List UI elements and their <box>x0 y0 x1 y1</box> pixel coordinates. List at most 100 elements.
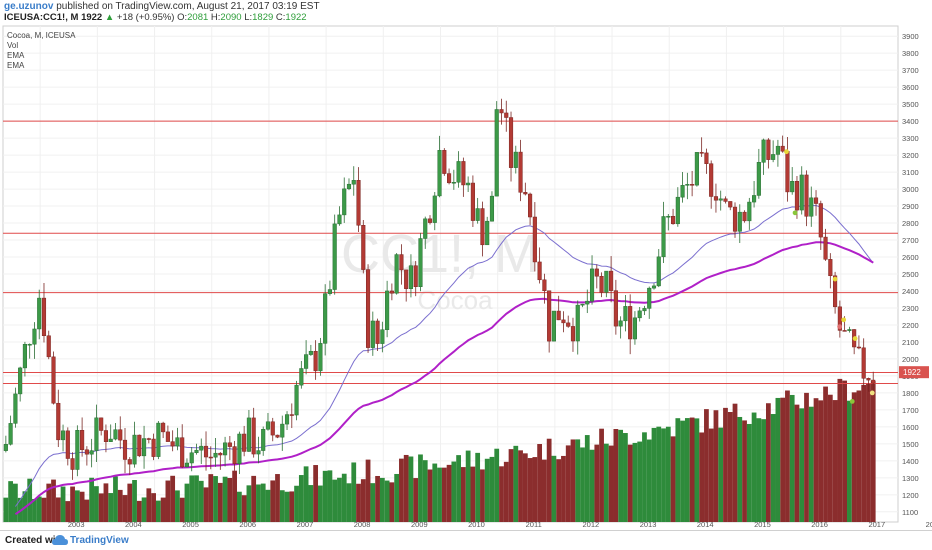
watermark-name: Cocoa <box>417 285 493 315</box>
close-label: C: <box>275 12 286 23</box>
candle-body <box>609 270 614 291</box>
volume-bar <box>418 454 423 522</box>
volume-bar <box>89 477 95 522</box>
candle-body <box>327 289 332 294</box>
volume-bar <box>756 418 762 522</box>
y-tick-label: 2400 <box>902 287 919 296</box>
candle-body <box>103 430 109 442</box>
y-tick-label: 1100 <box>902 508 918 517</box>
candle-body <box>70 458 75 470</box>
candle-body <box>161 422 166 433</box>
volume-bar <box>627 444 633 522</box>
author-link[interactable]: ge.uzunov <box>4 1 54 12</box>
close-value: 1922 <box>285 12 307 23</box>
candle-body <box>51 356 56 404</box>
candle-body <box>518 151 523 193</box>
volume-bar <box>117 489 123 522</box>
candle-body <box>761 139 766 163</box>
x-tick-label: 2015 <box>754 520 771 529</box>
candle-body <box>289 414 294 416</box>
y-tick-label: 2200 <box>902 321 919 330</box>
candle-body <box>804 174 809 217</box>
candle-body <box>632 317 637 340</box>
signal-dot <box>792 210 798 216</box>
volume-bar <box>642 432 647 522</box>
candle-body <box>675 196 680 225</box>
candle-body <box>304 354 309 369</box>
volume-bar <box>70 486 75 522</box>
candle-body <box>537 261 542 281</box>
candle-body <box>218 452 223 456</box>
candle-body <box>508 117 514 168</box>
candle-body <box>346 183 352 190</box>
candle-body <box>380 329 385 344</box>
y-tick-label: 1300 <box>902 474 919 483</box>
x-tick-label: 2009 <box>411 520 428 529</box>
volume-bar <box>670 436 676 522</box>
y-tick-label: 2500 <box>902 270 919 279</box>
candle-body <box>375 320 380 344</box>
volume-bar <box>260 483 266 522</box>
ema-long-line <box>14 241 874 516</box>
volume-bar <box>194 475 199 522</box>
x-tick-label: 2004 <box>125 520 142 529</box>
candle-body <box>261 429 266 451</box>
candle-body <box>251 417 256 455</box>
candle-body <box>780 145 785 152</box>
candle-body <box>323 293 328 344</box>
candle-body <box>308 350 313 355</box>
candle-body <box>413 265 418 287</box>
signal-dot <box>837 324 843 330</box>
candle-body <box>113 429 118 440</box>
volume-bar <box>794 404 800 522</box>
low-value: 1829 <box>252 12 274 23</box>
volume-bar <box>637 441 643 522</box>
volume-bar <box>113 476 118 522</box>
volume-bar <box>556 459 562 522</box>
support-resistance-lines[interactable] <box>3 120 898 385</box>
low-label: L: <box>244 12 253 23</box>
volume-bar <box>823 386 828 522</box>
candle-body <box>752 195 757 203</box>
volume-bar <box>165 480 171 522</box>
volume-bar <box>742 420 747 522</box>
volume-bar <box>589 449 595 522</box>
candle-body <box>561 319 566 324</box>
volume-bar <box>751 412 757 522</box>
time-axis[interactable]: 2003 2004 2005 2006 2007 2008 2009 2010 2011 2012… <box>68 520 932 529</box>
candle-body <box>742 211 747 222</box>
candle-body <box>294 384 299 416</box>
candle-body <box>427 218 433 223</box>
candle-body <box>842 330 847 332</box>
volume-bar <box>98 493 104 522</box>
legend-ema-2: EMA <box>7 61 25 70</box>
candle-body <box>8 423 13 445</box>
y-tick-label: 3100 <box>902 168 919 177</box>
volume-bar <box>289 491 295 522</box>
candle-body <box>37 297 42 330</box>
candle-body <box>732 206 738 232</box>
volume-bar <box>441 467 447 522</box>
volume-bar <box>332 479 338 522</box>
volume-bar <box>570 439 576 522</box>
price-axis[interactable]: 1100120013001400150016001700180019002000… <box>899 32 929 517</box>
volume-bar <box>432 463 438 522</box>
candle-body <box>494 109 499 197</box>
volume-bar <box>151 493 156 522</box>
candle-body <box>399 254 404 271</box>
candle-body <box>589 268 595 302</box>
tradingview-brand-link[interactable]: TradingView <box>70 535 129 546</box>
candle-body <box>513 151 518 168</box>
candle-body <box>585 300 590 305</box>
price-chart[interactable]: CC1!, M Cocoa 1100 1200 1300 1400 1500 1600 17… <box>0 24 932 530</box>
candle-body <box>208 456 213 459</box>
candle-body <box>370 320 375 348</box>
volume-bar <box>780 397 786 522</box>
volume-bar <box>689 417 695 522</box>
candle-body <box>65 430 70 459</box>
volume-bar <box>51 479 56 522</box>
candle-body <box>699 152 704 154</box>
volume-bar <box>122 495 128 522</box>
candlesticks[interactable] <box>3 98 876 480</box>
volume-bar <box>489 456 495 522</box>
